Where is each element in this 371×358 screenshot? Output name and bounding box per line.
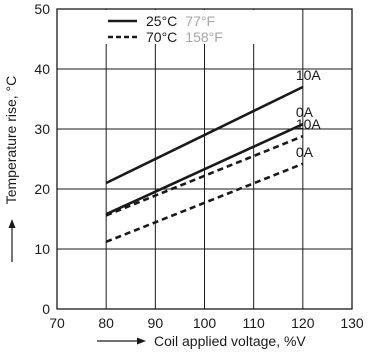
plot-frame — [56, 8, 353, 310]
legend-entry-solid-c: 25°C — [146, 13, 177, 29]
y-tick-label: 30 — [34, 121, 50, 137]
series-label: 10A — [296, 116, 322, 132]
y-axis-label: Temperature rise, °C — [3, 76, 19, 205]
legend-entry-solid: 25°C 77°F — [146, 13, 215, 30]
x-tick-label: 90 — [148, 315, 164, 331]
legend-entry-dashed: 70°C 158°F — [146, 29, 223, 46]
series-line-dashed-10a — [105, 134, 304, 217]
y-tick-label: 0 — [42, 301, 50, 317]
grid — [56, 8, 353, 310]
y-axis-label-arrow — [8, 219, 16, 262]
legend: 25°C 77°F 70°C 158°F — [104, 10, 270, 46]
x-tick-label: 70 — [49, 315, 65, 331]
y-tick-label: 10 — [34, 241, 50, 257]
y-tick-label: 20 — [34, 181, 50, 197]
x-axis-label-arrow — [97, 337, 146, 345]
series-label: 0A — [296, 144, 314, 160]
series-label: 0A — [296, 104, 314, 120]
x-axis-label: Coil applied voltage, %V — [154, 333, 306, 349]
tick-labels: 70 80 90 100 110 120 130 0 10 20 30 40 50 — [34, 1, 363, 331]
x-tick-label: 130 — [340, 315, 364, 331]
series-label: 10A — [296, 67, 322, 83]
x-tick-label: 100 — [193, 315, 217, 331]
series-lines — [105, 85, 304, 244]
legend-entry-dashed-f: 158°F — [185, 29, 223, 45]
x-tick-label: 80 — [98, 315, 114, 331]
series-line-dashed-0a — [105, 162, 304, 244]
series-line-solid-0a — [105, 123, 304, 216]
y-tick-label: 40 — [34, 61, 50, 77]
y-tick-label: 50 — [34, 1, 50, 17]
x-tick-label: 120 — [291, 315, 315, 331]
legend-entry-solid-f: 77°F — [185, 13, 215, 29]
x-tick-label: 110 — [243, 315, 266, 331]
series-line-solid-10a — [105, 85, 304, 185]
legend-entry-dashed-c: 70°C — [146, 29, 177, 45]
legend-background — [104, 10, 270, 44]
